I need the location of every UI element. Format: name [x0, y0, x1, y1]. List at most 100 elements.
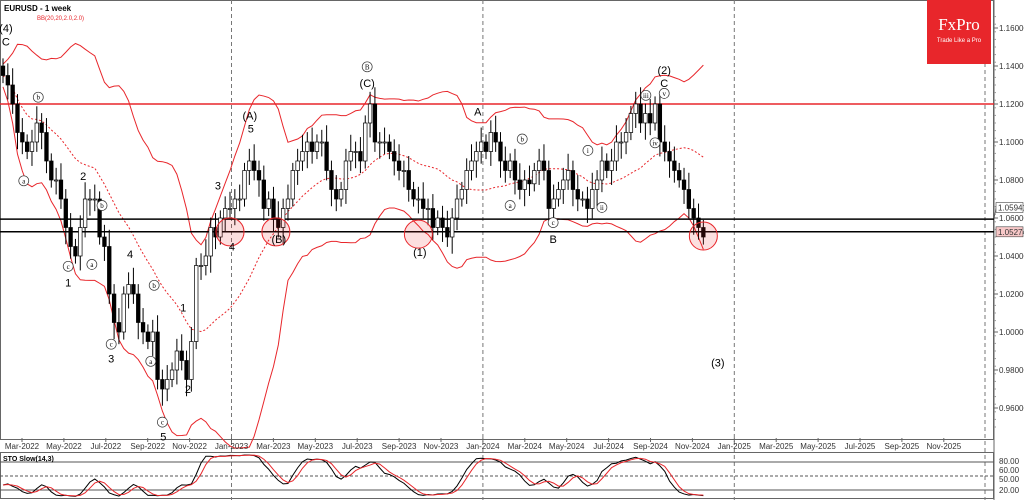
bear-candle	[585, 198, 590, 209]
bull-candle	[623, 132, 629, 143]
y-tick-label: 0.96000	[999, 404, 1024, 413]
wave-label: c	[67, 263, 70, 271]
bear-candle	[512, 160, 518, 181]
x-tick-label: Mar-2022	[5, 442, 40, 451]
bull-candle	[82, 198, 88, 228]
wave-label: i	[587, 147, 589, 155]
y-tick-label: 1.06000	[999, 214, 1024, 223]
highlight-circle	[261, 217, 291, 247]
stochastic-label: STO Slow(14,3)	[3, 456, 54, 463]
wave-label: a	[509, 202, 513, 210]
logo-tagline: Trade Like a Pro	[936, 38, 982, 44]
wave-label-circle	[32, 91, 44, 103]
bull-candle	[416, 198, 421, 201]
wave-label: 4	[127, 249, 133, 261]
wave-label: 2	[80, 171, 86, 183]
bear-candle	[102, 236, 107, 247]
wave-label-circle	[148, 279, 160, 291]
x-tick-label: May-2025	[800, 442, 836, 451]
wave-label: 5	[160, 432, 166, 444]
bear-candle	[638, 103, 643, 124]
bull-candle	[643, 113, 648, 124]
bear-candle	[387, 141, 392, 152]
fxpro-logo: FxPro Trade Like a Pro	[927, 0, 991, 64]
bull-candle	[614, 141, 619, 162]
wave-label: b	[100, 202, 104, 210]
bear-candle	[97, 198, 102, 238]
bull-candle	[479, 141, 484, 152]
wave-label: 1	[65, 278, 71, 290]
wave-label-circle	[86, 259, 98, 270]
bull-candle	[295, 160, 300, 171]
bear-candle	[503, 160, 508, 171]
y-tick-label: 1.16000	[999, 24, 1024, 33]
bull-candle	[377, 141, 382, 144]
highlight-circle	[403, 219, 433, 249]
bull-candle	[78, 227, 83, 257]
bear-candle	[411, 189, 416, 200]
x-tick-label: May-2023	[298, 442, 334, 451]
bear-candle	[145, 331, 151, 342]
bear-candle	[498, 141, 503, 162]
wave-label-circle	[105, 338, 117, 350]
bull-candle	[218, 217, 223, 238]
bull-candle	[435, 217, 440, 228]
bear-candle	[5, 75, 10, 86]
x-tick-label: Nov-2024	[675, 442, 710, 451]
x-tick-label: Jul-2025	[845, 442, 876, 451]
wave-label: ii	[600, 204, 604, 212]
bull-candle	[594, 179, 600, 190]
bull-candle	[266, 198, 271, 209]
wave-label: v	[662, 90, 666, 98]
bear-candle	[49, 160, 54, 181]
bull-candle	[450, 217, 455, 238]
bull-candle	[189, 341, 194, 380]
bear-candle	[657, 103, 663, 143]
bull-candle	[290, 170, 295, 200]
wave-label: (C)	[360, 78, 375, 90]
bull-candle	[536, 160, 542, 171]
wave-label: a	[22, 177, 26, 185]
x-tick-label: Jan-2025	[718, 442, 752, 451]
x-tick-label: Nov-2022	[172, 442, 207, 451]
bear-candle	[329, 170, 334, 190]
wave-label: C	[2, 36, 10, 48]
logo-brand: FxPro	[938, 15, 980, 34]
bull-candle	[314, 141, 320, 152]
x-tick-label: Jul-2023	[342, 442, 373, 451]
main-plot-frame	[0, 0, 994, 440]
bull-candle	[232, 198, 237, 209]
wave-label: 5	[248, 124, 254, 136]
x-tick-label: Nov-2023	[424, 442, 459, 451]
bear-candle	[604, 160, 609, 171]
wave-label: b	[37, 94, 41, 102]
bull-candle	[280, 208, 286, 228]
bull-candle	[628, 113, 634, 133]
wave-label: b	[152, 282, 156, 290]
wave-label-circle	[145, 355, 157, 367]
bear-candle	[421, 198, 426, 209]
bear-candle	[334, 189, 339, 200]
stochastic-k-line	[2, 454, 704, 497]
bull-candle	[367, 103, 373, 124]
bull-candle	[208, 227, 213, 257]
bull-candle	[551, 198, 556, 209]
bear-candle	[662, 141, 667, 152]
bear-candle	[63, 198, 68, 228]
x-tick-label: Mar-2024	[508, 442, 543, 451]
wave-label-circle	[582, 145, 594, 156]
bear-candle	[493, 132, 498, 143]
bear-candle	[691, 208, 696, 219]
y-tick-label: 1.02000	[999, 290, 1024, 299]
bull-candle	[590, 189, 595, 209]
bull-candle	[169, 369, 175, 380]
wave-label: b	[520, 136, 524, 144]
bull-candle	[237, 198, 242, 201]
wave-label: (4)	[0, 23, 13, 35]
bull-candle	[561, 179, 566, 190]
wave-label: 4	[229, 242, 235, 254]
